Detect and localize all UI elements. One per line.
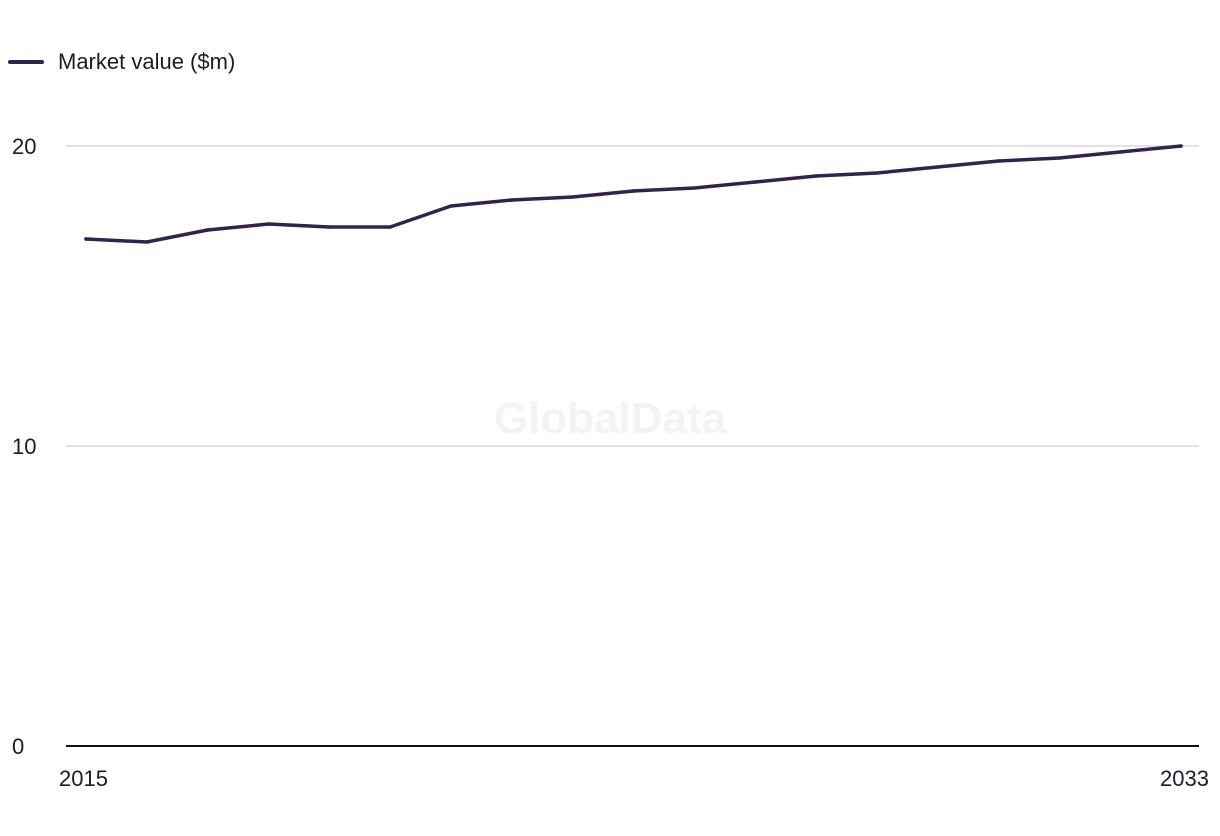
data-point <box>510 198 514 202</box>
data-point <box>570 195 575 199</box>
data-point <box>205 228 210 232</box>
data-point <box>875 171 879 175</box>
x-tick-label: 2015 <box>59 766 108 791</box>
legend: Market value ($m) <box>8 49 235 74</box>
series-lines <box>84 144 1183 244</box>
data-point <box>935 165 940 169</box>
data-point <box>388 225 392 229</box>
data-point <box>996 159 1001 163</box>
y-axis-tick-labels: 0 10 20 <box>12 134 36 759</box>
y-tick-label: 0 <box>12 734 24 759</box>
data-point <box>449 204 453 208</box>
y-tick-label: 20 <box>12 134 36 159</box>
watermark: GlobalData <box>494 394 727 443</box>
data-points <box>84 144 1183 244</box>
gridlines <box>66 145 1199 747</box>
data-point <box>145 240 149 244</box>
data-point <box>692 186 697 190</box>
data-point <box>327 225 332 229</box>
x-axis-tick-labels: 2015 2033 <box>59 766 1209 791</box>
data-point <box>753 180 757 184</box>
data-point <box>1118 150 1122 154</box>
data-point <box>631 189 636 193</box>
series-line-market-value <box>84 144 1183 244</box>
data-point <box>1057 156 1062 160</box>
data-point <box>84 237 88 241</box>
data-point <box>814 174 818 178</box>
data-point <box>1179 144 1183 148</box>
data-point <box>266 222 271 226</box>
y-tick-label: 10 <box>12 434 36 459</box>
x-tick-label: 2033 <box>1160 766 1209 791</box>
legend-label: Market value ($m) <box>58 49 235 74</box>
